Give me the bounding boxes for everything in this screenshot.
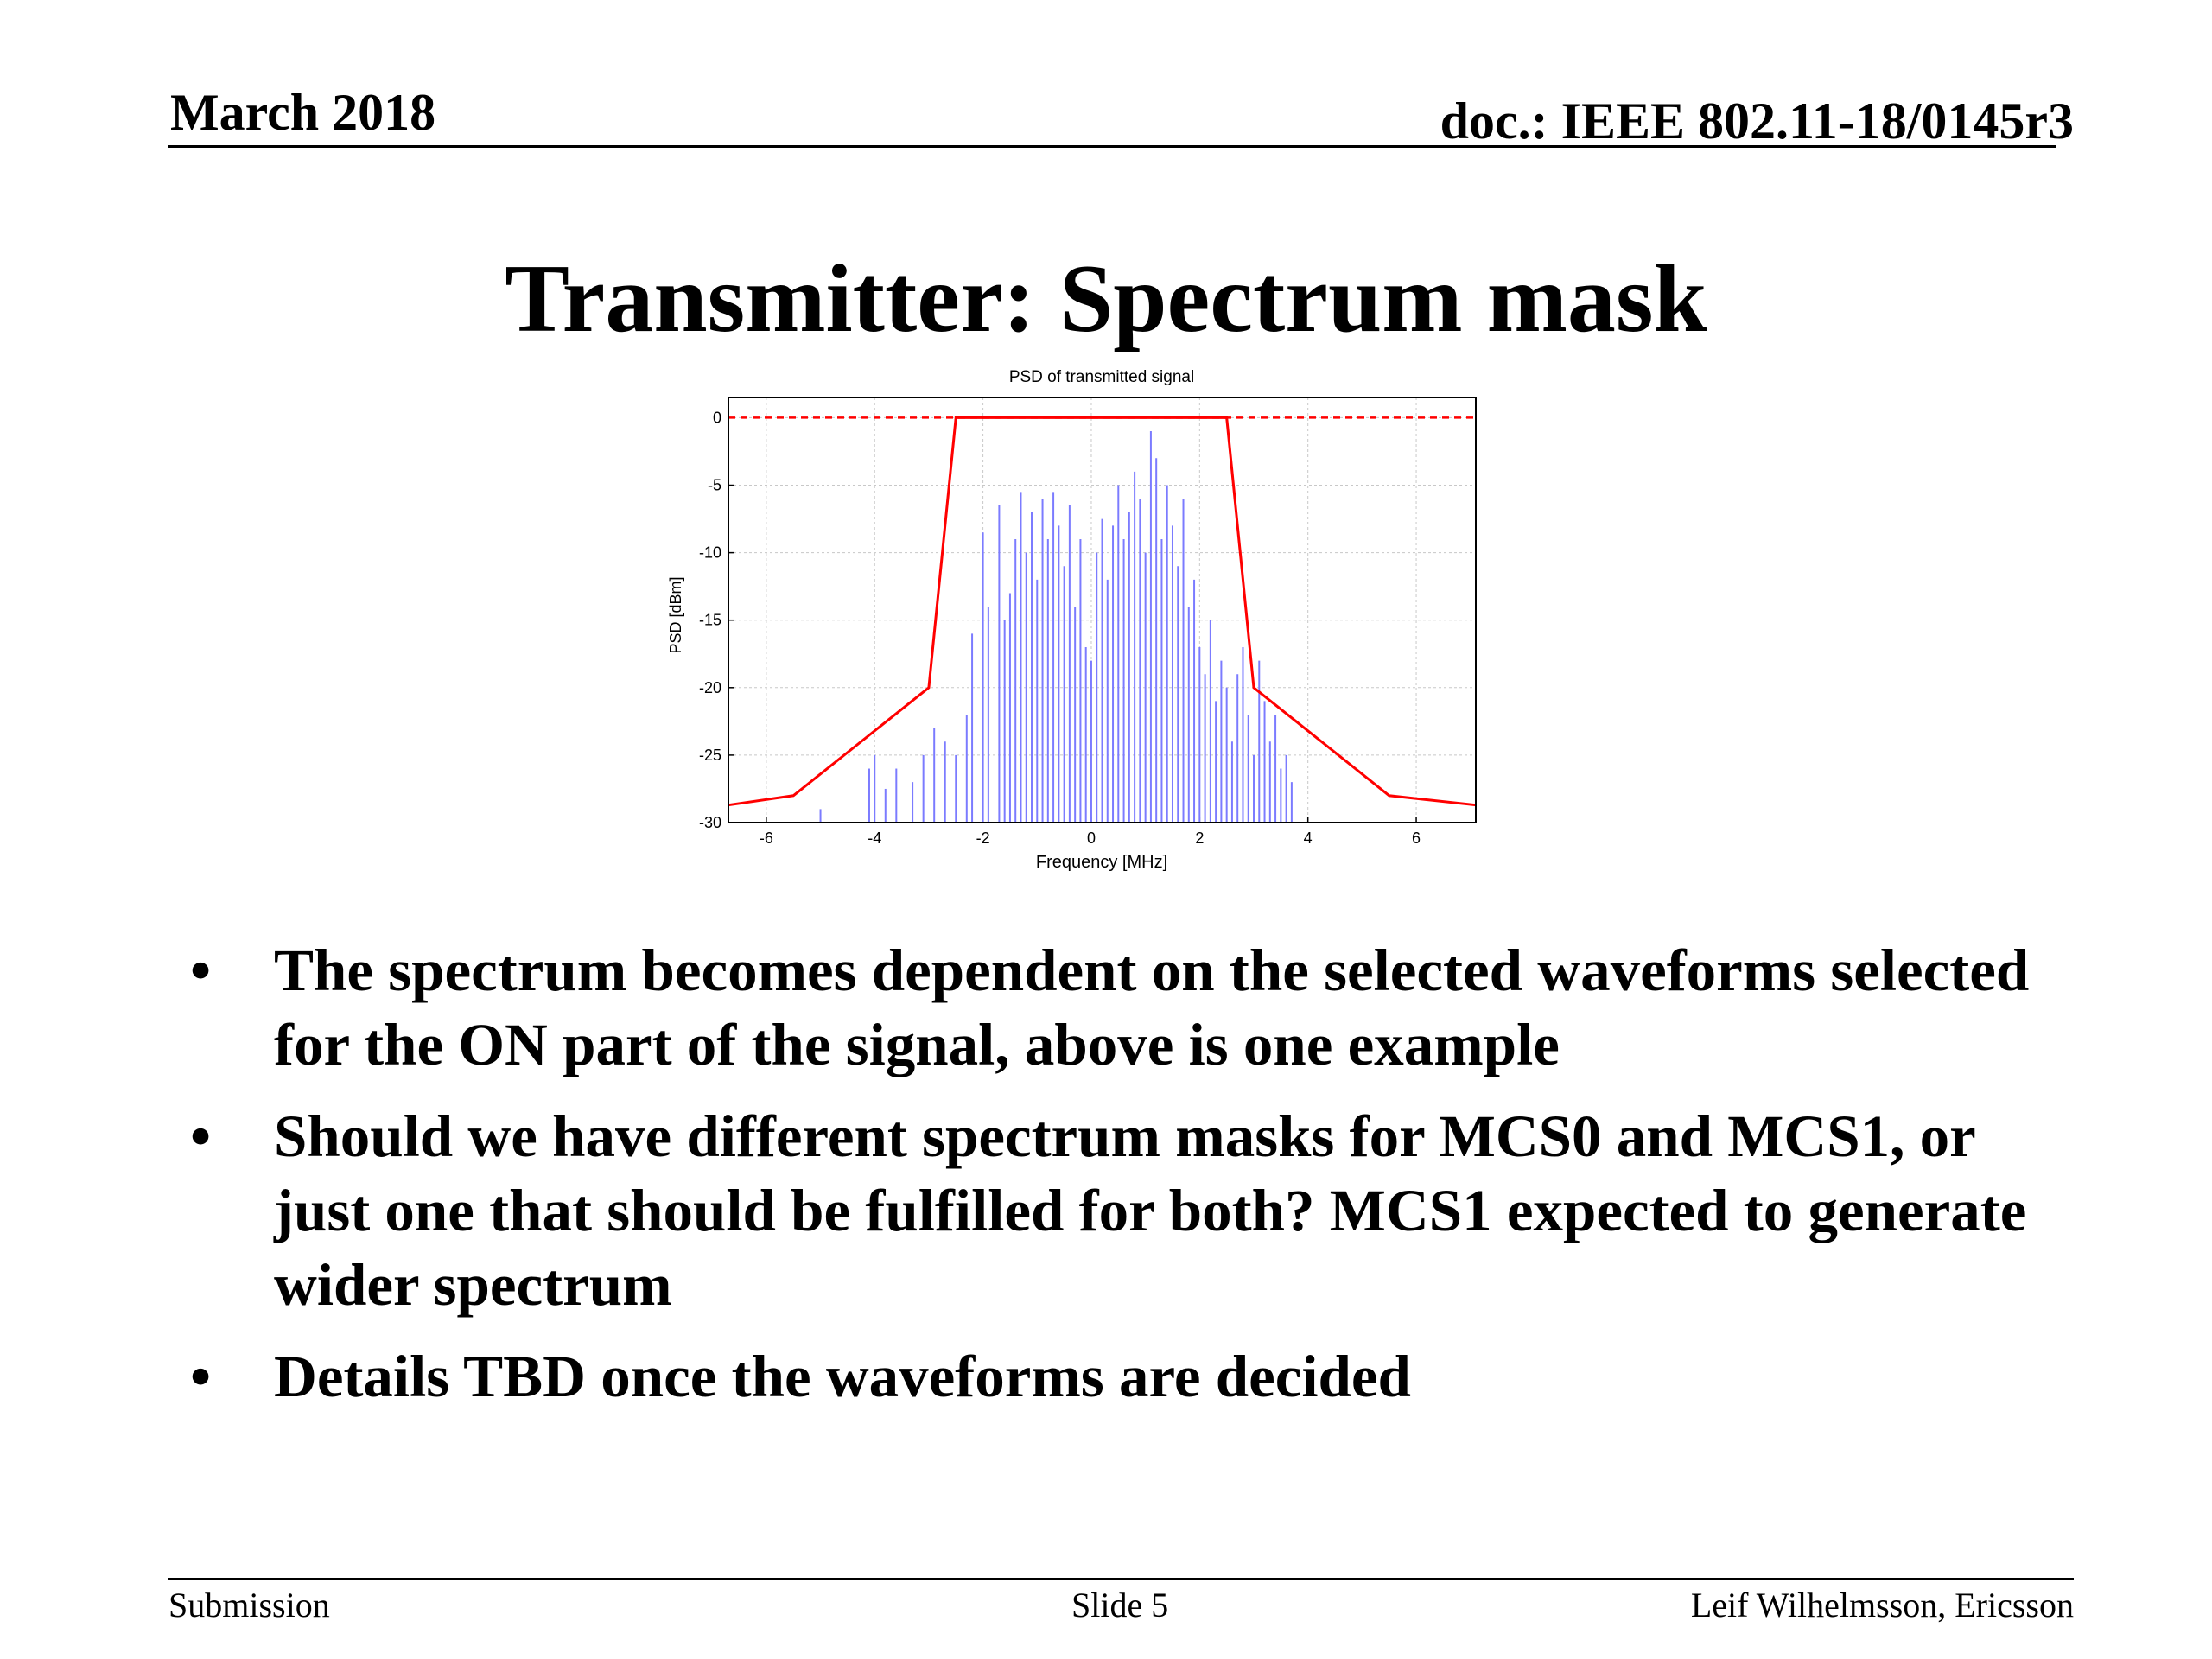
- chart-series: [728, 416, 1477, 823]
- bullet-list: • The spectrum becomes dependent on the s…: [190, 933, 2074, 1431]
- bullet-text: Should we have different spectrum masks …: [274, 1103, 2027, 1318]
- header-date: March 2018: [170, 84, 436, 141]
- slide-title: Transmitter: Spectrum mask: [505, 245, 1707, 353]
- chart-plot-frame: [728, 397, 1477, 823]
- chart-y-axis-label: PSD [dBm]: [667, 576, 684, 653]
- y-tick-label: -20: [699, 679, 721, 696]
- y-tick-label: -10: [699, 544, 721, 562]
- spectrum-mask-line: [728, 416, 1477, 807]
- bullet-item: • Should we have different spectrum masks…: [190, 1099, 2074, 1322]
- footer-submission: Submission: [168, 1586, 330, 1624]
- x-tick-label: 6: [1412, 830, 1421, 847]
- x-tick-label: -2: [976, 830, 990, 847]
- y-tick-label: -15: [699, 612, 721, 629]
- bullet-item: • Details TBD once the waveforms are deci…: [190, 1339, 2074, 1414]
- bullet-text: Details TBD once the waveforms are decid…: [274, 1344, 1411, 1409]
- header-divider: [168, 145, 2056, 148]
- header-doc-id: doc.: IEEE 802.11-18/0145r3: [1440, 92, 2074, 149]
- footer-slide-number: Slide 5: [1071, 1586, 1169, 1624]
- x-tick-label: -6: [760, 830, 773, 847]
- x-tick-label: 0: [1087, 830, 1096, 847]
- x-tick-label: 2: [1195, 830, 1204, 847]
- x-tick-label: -4: [868, 830, 881, 847]
- psd-chart-svg: PSD of transmitted signal Frequency [MHz…: [667, 368, 1477, 872]
- footer-author: Leif Wilhelmsson, Ericsson: [1690, 1586, 2074, 1624]
- chart-title: PSD of transmitted signal: [1009, 368, 1194, 386]
- bullet-dot: •: [190, 1103, 212, 1169]
- psd-chart: PSD of transmitted signal Frequency [MHz…: [657, 363, 1521, 881]
- chart-x-axis-label: Frequency [MHz]: [1036, 853, 1167, 872]
- x-tick-label: 4: [1304, 830, 1313, 847]
- bullet-item: • The spectrum becomes dependent on the s…: [190, 933, 2074, 1082]
- bullet-dot: •: [190, 1344, 212, 1409]
- bullet-text: The spectrum becomes dependent on the se…: [274, 938, 2030, 1077]
- y-tick-label: 0: [713, 409, 721, 426]
- y-tick-label: -25: [699, 747, 721, 764]
- footer-divider: [168, 1578, 2074, 1580]
- bullet-dot: •: [190, 938, 212, 1003]
- y-tick-label: -30: [699, 814, 721, 831]
- chart-tick-labels: -6 -4 -2 0 2 4 60-5-10-15-20-25-30: [699, 409, 1421, 847]
- y-tick-label: -5: [708, 477, 721, 494]
